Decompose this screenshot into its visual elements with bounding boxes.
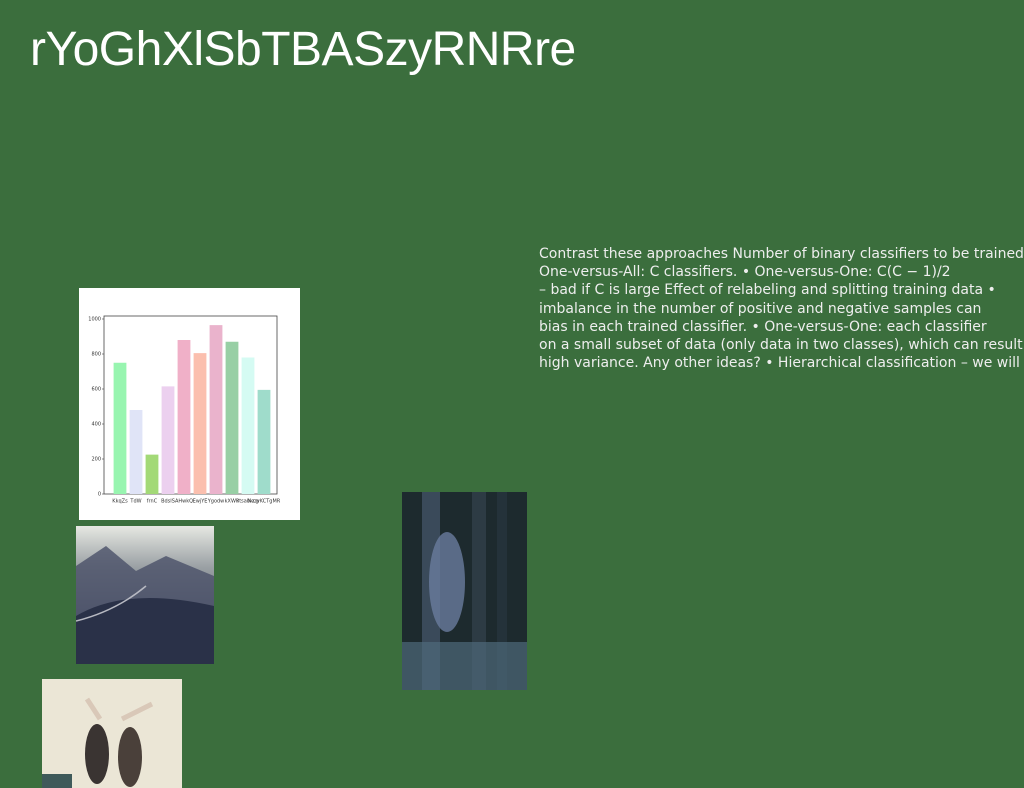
forest-photo: [402, 492, 527, 690]
x-tick-label: Ygodw: [207, 499, 225, 505]
text-line: high variance. Any other ideas? • Hierar…: [539, 355, 1020, 372]
x-tick-label: NzzvKCTgMR: [248, 499, 281, 505]
y-tick-label: 200: [91, 457, 101, 463]
x-tick-label: EwjYE: [193, 499, 208, 505]
bar: [241, 357, 255, 494]
text-line: imbalance in the number of positive and …: [539, 300, 982, 317]
bar: [177, 340, 191, 494]
bar: [225, 341, 239, 494]
y-tick-label: 0: [98, 492, 101, 498]
y-tick-label: 1000: [88, 317, 101, 323]
x-tick-label: frnC: [147, 499, 158, 505]
bar: [193, 353, 207, 494]
x-tick-label: TdW: [129, 499, 141, 505]
bar: [209, 325, 223, 494]
x-tick-label: rtsabkcg: [237, 499, 259, 505]
y-tick-label: 600: [91, 387, 101, 393]
y-tick-label: 400: [91, 422, 101, 428]
y-tick-label: 800: [91, 352, 101, 358]
bar: [113, 362, 127, 494]
plot-frame: [103, 315, 278, 495]
x-tick-label: BdsIS: [161, 499, 175, 505]
bar: [145, 454, 159, 494]
x-tick-label: KkqZs: [112, 499, 128, 505]
bar: [129, 410, 143, 494]
text-line: – bad if C is large Effect of relabeling…: [539, 282, 996, 299]
text-line: Contrast these approaches Number of bina…: [539, 246, 1024, 262]
slide-title: rYoGhXlSbTBASzyRNRre: [30, 23, 576, 76]
chart-image: 0 200 400 600 800 1000 KkqZs TdW frnC BdsIS AHwkQ E…: [79, 288, 300, 520]
text-line: on a small subset of data (only data in …: [539, 337, 1023, 354]
x-tick-label: AHwkQ: [175, 499, 193, 505]
body-text: Contrast these approaches Number of bina…: [539, 245, 1024, 372]
text-line: One-versus-All: C classifiers. • One-ver…: [539, 264, 951, 281]
landscape-photo: [76, 526, 214, 664]
bar: [161, 386, 175, 494]
x-tick-label: kXWR: [225, 499, 240, 505]
bar: [257, 389, 271, 494]
friends-photo: [42, 679, 182, 788]
text-line: bias in each trained classifier. • One-v…: [539, 318, 987, 335]
